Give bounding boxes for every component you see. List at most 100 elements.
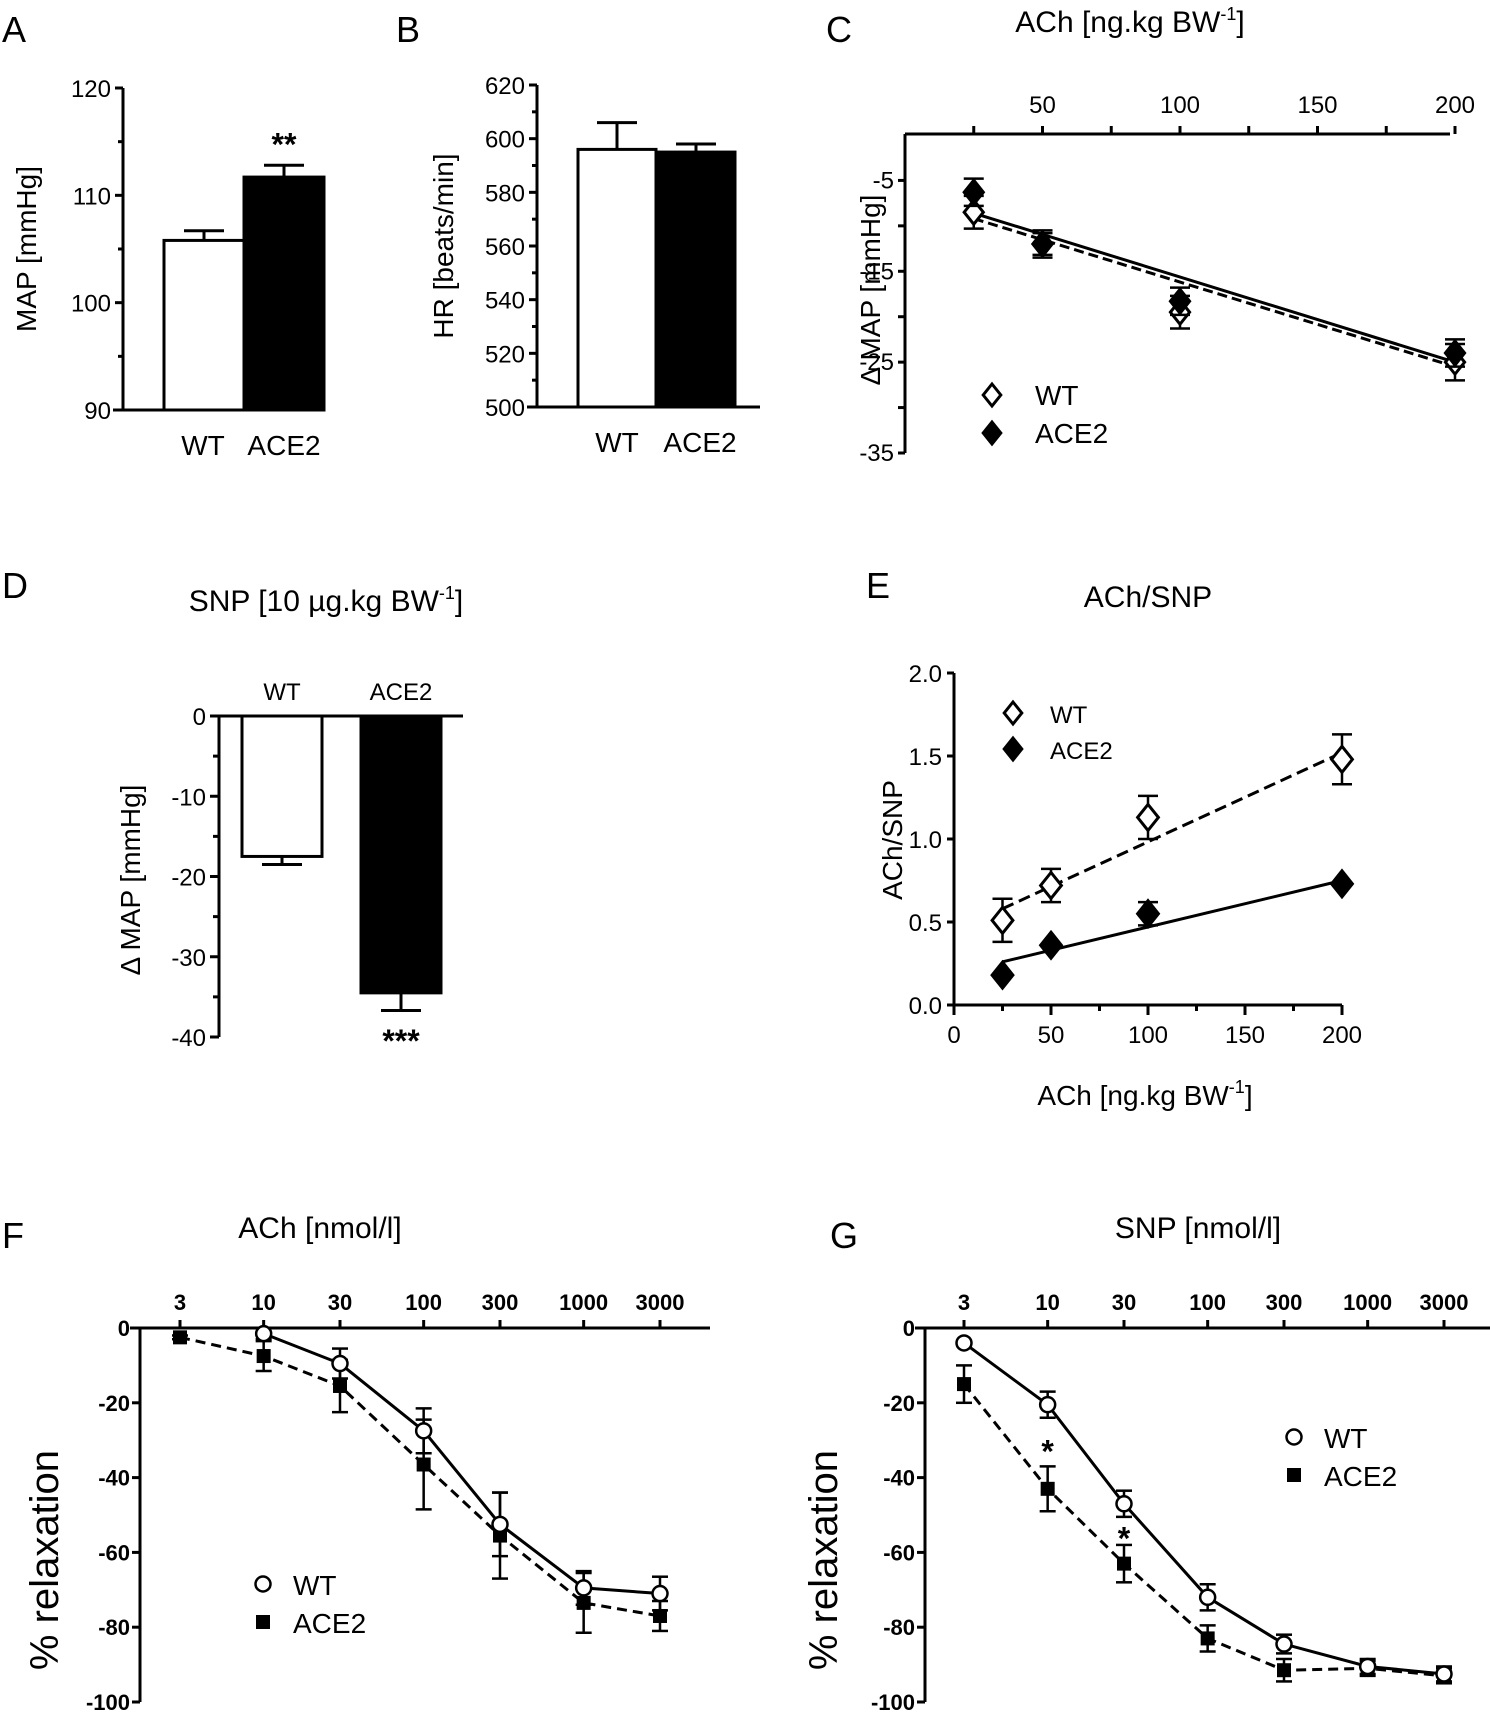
- panel-letter-e: E: [866, 565, 890, 606]
- y-tick-label: -40: [171, 1025, 206, 1052]
- x-tick-label: 3: [958, 1290, 970, 1315]
- data-point-ace2: [1329, 868, 1355, 900]
- legend-marker-ace2: [1002, 735, 1024, 763]
- data-point-ace2: [1200, 1631, 1215, 1646]
- category-label: WT: [263, 679, 301, 706]
- y-axis-label: % relaxation: [23, 1450, 67, 1670]
- data-point-ace2: [653, 1608, 667, 1623]
- legend-label: WT: [1050, 702, 1088, 729]
- data-point-ace2: [1030, 229, 1055, 259]
- bar-ace2: [655, 150, 737, 409]
- legend-marker-wt: [254, 1575, 272, 1593]
- legend-label: WT: [1324, 1423, 1368, 1454]
- bar-wt: [162, 238, 246, 412]
- y-axis-label: HR [beats/min]: [428, 153, 459, 338]
- y-tick-label: 580: [485, 180, 525, 207]
- y-tick-label: -20: [883, 1391, 915, 1416]
- y-tick-label: -80: [98, 1615, 130, 1640]
- y-tick-label: -60: [98, 1540, 130, 1565]
- x-tick-label: 1000: [1343, 1290, 1392, 1315]
- x-tick-label: 150: [1297, 92, 1337, 119]
- x-tick-label: 100: [1160, 92, 1200, 119]
- y-tick-label: -25: [859, 349, 894, 376]
- data-point-ace2: [1040, 1481, 1055, 1496]
- data-point-ace2: [416, 1457, 431, 1472]
- y-tick-label: -20: [98, 1391, 130, 1416]
- y-tick-label: -30: [171, 945, 206, 972]
- x-tick-label: ACE2: [247, 430, 320, 461]
- panel-c: 50 100 150 200 -5 -15 -25 -35 ACh [ng.kg BW-1] Δ …: [855, 4, 1475, 467]
- y-axis-label: MAP [mmHg]: [11, 166, 42, 332]
- chart-title: ACh [nmol/l]: [238, 1212, 401, 1245]
- legend-marker-wt: [1002, 699, 1024, 727]
- x-tick-label: 3000: [636, 1290, 685, 1315]
- data-point-wt: [1275, 1635, 1293, 1653]
- data-point-wt: [491, 1515, 509, 1534]
- x-tick-label: ACE2: [663, 427, 736, 458]
- legend-marker-wt: [981, 381, 1003, 409]
- x-tick-label: 1000: [559, 1290, 608, 1315]
- data-point-wt: [1329, 743, 1355, 775]
- y-tick-label: -15: [859, 258, 894, 285]
- data-point-ace2: [1277, 1663, 1291, 1678]
- data-point-wt: [1198, 1588, 1217, 1607]
- legend-marker-ace2: [256, 1615, 270, 1629]
- y-tick-label: 0: [903, 1316, 915, 1341]
- y-tick-label: 110: [73, 183, 111, 210]
- panel-letter-f: F: [2, 1215, 24, 1256]
- data-point-ace2: [1117, 1556, 1131, 1571]
- data-point-wt: [651, 1584, 669, 1603]
- x-tick-label: 150: [1225, 1022, 1265, 1049]
- data-point-wt: [1038, 870, 1064, 901]
- y-tick-label: 500: [485, 395, 525, 422]
- category-label: ACE2: [370, 679, 433, 706]
- fit-line-wt: [973, 217, 1456, 369]
- panel-letter-d: D: [2, 565, 28, 606]
- y-tick-label: -20: [171, 865, 206, 892]
- chart-title: SNP [nmol/l]: [1115, 1212, 1281, 1245]
- data-point-wt: [1135, 802, 1161, 833]
- panel-a: 90 100 110 120 MAP [mmHg] WT ACE2 **: [11, 76, 326, 461]
- y-tick-label: 0.0: [909, 993, 942, 1020]
- data-point-ace2: [173, 1330, 187, 1345]
- data-point-ace2: [1038, 929, 1064, 961]
- x-tick-label: 50: [1029, 92, 1056, 119]
- legend-label: ACE2: [1324, 1461, 1397, 1492]
- y-axis-label: Δ MAP [mmHg]: [115, 785, 146, 976]
- x-tick-label: 30: [328, 1290, 352, 1315]
- y-tick-label: -80: [883, 1615, 915, 1640]
- y-tick-label: 0: [118, 1316, 130, 1341]
- x-tick-label: 0: [947, 1022, 960, 1049]
- significance-marker: *: [1118, 1521, 1131, 1557]
- y-tick-label: 120: [71, 76, 111, 103]
- y-axis-label: Δ MAP [mmHg]: [855, 195, 886, 386]
- x-tick-label: 10: [251, 1290, 275, 1315]
- panel-b: 500 520 540 560 580 600 620 HR [beats/min] WT ACE…: [428, 73, 760, 458]
- y-tick-label: 600: [485, 127, 525, 154]
- y-tick-label: 1.5: [909, 744, 942, 771]
- significance-marker: ***: [382, 1023, 420, 1059]
- y-tick-label: 620: [485, 73, 525, 100]
- y-tick-label: 560: [485, 234, 525, 261]
- data-point-wt: [955, 1334, 973, 1352]
- y-tick-label: -60: [883, 1540, 915, 1565]
- x-tick-label: 200: [1322, 1022, 1362, 1049]
- data-point-ace2: [957, 1377, 971, 1392]
- x-tick-label: WT: [181, 430, 225, 461]
- x-tick-label: 3000: [1420, 1290, 1469, 1315]
- bar-wt: [240, 714, 324, 858]
- y-tick-label: 0.5: [909, 910, 942, 937]
- bar-ace2: [359, 714, 443, 995]
- data-point-wt: [1435, 1665, 1453, 1683]
- x-tick-label: 300: [482, 1290, 519, 1315]
- y-tick-label: -40: [883, 1466, 915, 1491]
- bar-wt: [576, 147, 658, 409]
- legend-label: WT: [1035, 380, 1079, 411]
- data-point-wt: [990, 904, 1015, 936]
- bar-ace2: [242, 175, 326, 412]
- panel-d: 0 -10 -20 -30 -40 SNP [10 µg.kg BW-1] Δ MAP [m…: [115, 583, 463, 1059]
- data-point-wt: [414, 1422, 433, 1440]
- fit-line-ace2: [973, 211, 1456, 364]
- y-axis-label: ACh/SNP: [877, 780, 908, 900]
